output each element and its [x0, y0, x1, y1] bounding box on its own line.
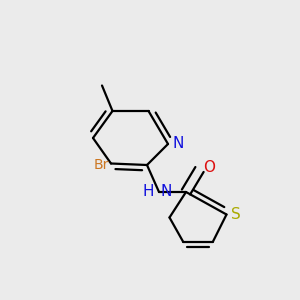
- Text: S: S: [231, 207, 241, 222]
- Text: H: H: [143, 184, 154, 199]
- Text: O: O: [203, 160, 215, 175]
- Text: N: N: [172, 136, 184, 151]
- Text: Br: Br: [93, 158, 109, 172]
- Text: N: N: [160, 184, 172, 199]
